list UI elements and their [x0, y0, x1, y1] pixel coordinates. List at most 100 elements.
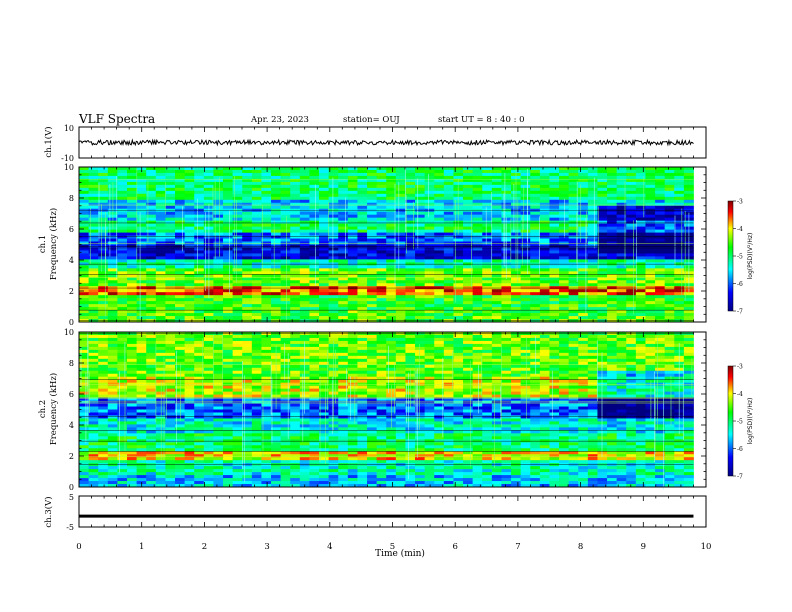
spectrogram-cell — [463, 391, 474, 395]
spectrogram-cell — [194, 388, 205, 393]
spectrogram-cell — [616, 295, 627, 299]
spectrogram-cell — [280, 391, 291, 395]
spectrogram-cell — [136, 349, 147, 354]
spectrogram-cell — [107, 337, 118, 342]
spectrogram-cell — [165, 332, 176, 336]
spectrogram-cell — [127, 289, 137, 293]
spectrogram-cell — [213, 364, 224, 369]
spectrogram-cell — [415, 187, 426, 192]
spectrogram-cell — [607, 400, 618, 404]
spectrogram-cell — [415, 226, 426, 230]
spectrogram-cell — [357, 376, 368, 381]
spectrogram-cell — [357, 211, 368, 216]
spectrogram-cell — [357, 265, 368, 269]
spectrogram-cell — [645, 250, 656, 254]
spectrogram-cell — [184, 169, 195, 174]
spectrogram-cell — [434, 280, 445, 284]
spectrogram-cell — [290, 268, 301, 272]
spectrogram-cell — [79, 400, 89, 404]
spectrogram-cell — [655, 175, 666, 180]
spectrogram-cell — [520, 391, 531, 395]
spectrogram-cell — [165, 259, 176, 263]
spectrogram-cell — [357, 340, 368, 345]
spectrogram-cell — [587, 190, 598, 195]
spectrogram-cell — [463, 196, 474, 201]
spectrogram-cell — [242, 364, 253, 369]
spectrogram-cell — [463, 397, 474, 401]
spectrogram-cell — [367, 220, 378, 225]
spectrogram-cell — [261, 373, 272, 378]
spectrogram-cell — [328, 253, 339, 257]
spectrogram-cell — [98, 355, 109, 360]
spectrogram-cell — [309, 277, 320, 281]
spectrogram-cell — [107, 346, 118, 351]
spectrogram-cell — [213, 205, 224, 210]
spectrogram-cell — [655, 274, 666, 278]
spectrogram-cell — [520, 259, 531, 263]
spectrogram-cell — [520, 376, 531, 381]
spectrogram-cell — [319, 391, 330, 395]
spectrogram-cell — [597, 187, 608, 192]
spectrogram-cell — [443, 346, 454, 351]
spectrogram-cell — [338, 202, 349, 207]
spectrogram-cell — [559, 167, 570, 171]
spectrogram-cell — [559, 391, 570, 395]
spectrogram-cell — [165, 214, 176, 219]
spectrogram-cell — [520, 229, 531, 233]
spectrogram-cell — [549, 232, 560, 236]
spectrogram-cell — [626, 364, 637, 369]
spectrogram-cell — [549, 292, 560, 296]
spectrogram-cell — [203, 337, 214, 342]
spectrogram-cell — [184, 274, 195, 278]
spectrogram-cell — [194, 307, 205, 311]
spectrogram-cell — [251, 199, 262, 204]
spectrogram-cell — [491, 187, 502, 192]
spectrogram-cell — [136, 265, 147, 269]
spectrogram-cell — [328, 268, 339, 272]
spectrogram-cell — [194, 229, 205, 233]
spectrogram-cell — [136, 172, 147, 177]
spectrogram-cell — [539, 223, 550, 228]
spectrogram-cell — [405, 292, 416, 296]
spectrogram-cell — [386, 346, 397, 351]
spectrogram-cell — [242, 301, 253, 305]
spectrogram-cell — [386, 214, 397, 219]
spectrogram-cell — [482, 223, 493, 228]
spectrogram-cell — [309, 175, 320, 180]
spectrogram-cell — [434, 397, 445, 401]
spectrogram-cell — [367, 175, 378, 180]
spectrogram-cell — [367, 385, 378, 390]
spectrogram-cell — [597, 367, 608, 372]
spectrogram-cell — [107, 232, 118, 236]
spectrogram-cell — [107, 361, 118, 366]
spectrogram-cell — [587, 388, 598, 393]
spectrogram-cell — [443, 178, 454, 183]
spectrogram-cell — [539, 332, 550, 336]
spectrogram-cell — [98, 169, 109, 174]
spectrogram-cell — [155, 184, 166, 189]
spectrogram-cell — [213, 202, 224, 207]
spectrogram-cell — [367, 394, 378, 398]
spectrogram-cell — [232, 403, 243, 407]
spectrogram-cell — [395, 220, 406, 225]
spectrogram-cell — [635, 388, 646, 393]
spectrogram-cell — [405, 181, 416, 186]
spectrogram-cell — [578, 190, 589, 195]
spectrogram-cell — [184, 229, 195, 233]
spectrogram-cell — [549, 349, 560, 354]
spectrogram-cell — [520, 400, 531, 404]
spectrogram-cell — [88, 238, 99, 242]
spectrogram-cell — [395, 205, 406, 210]
spectrogram-cell — [251, 238, 262, 242]
spectrogram-cell — [213, 307, 224, 311]
spectrogram-cell — [117, 190, 128, 195]
spectrogram-cell — [424, 355, 435, 360]
spectrogram-cell — [395, 226, 406, 230]
spectrogram-cell — [251, 316, 262, 320]
spectrogram-cell — [146, 298, 157, 302]
spectrogram-cell — [453, 385, 464, 390]
spectrogram-cell — [328, 181, 339, 186]
spectrogram-cell — [213, 268, 224, 272]
spectrogram-cell — [395, 199, 406, 204]
spectrogram-cell — [434, 364, 445, 369]
